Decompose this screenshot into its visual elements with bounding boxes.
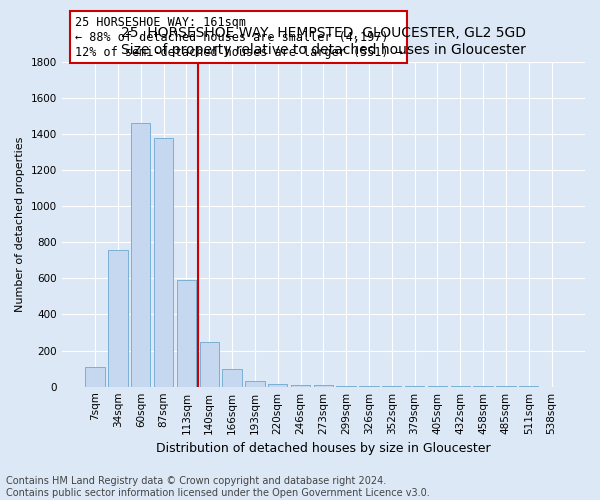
X-axis label: Distribution of detached houses by size in Gloucester: Distribution of detached houses by size …	[156, 442, 491, 455]
Y-axis label: Number of detached properties: Number of detached properties	[15, 136, 25, 312]
Bar	[223, 368, 242, 386]
Title: 25, HORSESHOE WAY, HEMPSTED, GLOUCESTER, GL2 5GD
Size of property relative to de: 25, HORSESHOE WAY, HEMPSTED, GLOUCESTER,…	[121, 26, 526, 56]
Bar	[314, 385, 333, 386]
Bar	[177, 280, 196, 386]
Text: Contains HM Land Registry data © Crown copyright and database right 2024.
Contai: Contains HM Land Registry data © Crown c…	[6, 476, 430, 498]
Bar	[154, 138, 173, 386]
Bar	[268, 384, 287, 386]
Bar	[245, 382, 265, 386]
Bar	[200, 342, 219, 386]
Bar	[108, 250, 128, 386]
Text: 25 HORSESHOE WAY: 161sqm
← 88% of detached houses are smaller (4,197)
12% of sem: 25 HORSESHOE WAY: 161sqm ← 88% of detach…	[75, 16, 403, 58]
Bar	[131, 123, 151, 386]
Bar	[291, 385, 310, 386]
Bar	[85, 367, 105, 386]
